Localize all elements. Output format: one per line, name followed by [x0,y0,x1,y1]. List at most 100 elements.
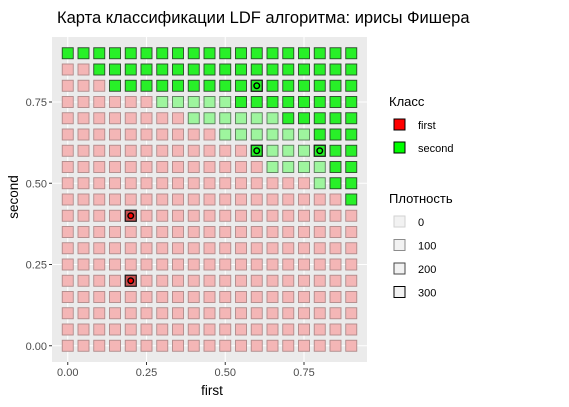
cell-first [187,161,200,173]
cell-first [203,242,216,255]
cell-first [124,161,137,173]
cell-first [109,274,121,287]
cell-second [329,161,342,173]
cell-second [345,193,358,206]
cell-first [187,209,200,222]
cell-first [77,128,90,141]
cell-first [61,274,74,287]
cell-second [156,63,169,76]
cell-second [235,63,247,76]
cell-first [124,193,137,206]
cell-first [93,96,106,108]
cell-first [250,307,263,320]
cell-first [172,161,184,173]
cell-second [77,47,90,60]
cell-second [203,112,216,125]
cell-first [250,177,263,190]
cell-second [329,96,342,108]
cell-first [187,274,200,287]
cell-first [140,112,153,125]
cell-first [172,258,184,271]
cell-first [313,226,326,238]
cell-second [298,144,310,157]
cell-second [345,161,358,173]
cell-first [61,144,74,157]
cell-first [345,339,358,352]
cell-first [156,291,169,303]
cell-first [109,339,121,352]
cell-first [345,307,358,320]
cell-second [282,128,295,141]
cell-first [140,96,153,108]
cell-second [266,161,279,173]
cell-second [282,47,295,60]
cell-first [313,274,326,287]
classification-cells [61,47,358,352]
cell-first [61,242,74,255]
cell-first [345,226,358,238]
cell-second [203,47,216,60]
cell-first [282,274,295,287]
cell-first [329,226,342,238]
cell-first [345,291,358,303]
cell-first [140,242,153,255]
cell-second [298,79,310,92]
cell-first [219,242,232,255]
cell-second [219,96,232,108]
cell-first [250,226,263,238]
cell-first [124,339,137,352]
cell-first [313,291,326,303]
cell-second [219,112,232,125]
x-tick-label: 0.25 [136,367,157,379]
cell-second [298,161,310,173]
cell-first [172,177,184,190]
cell-first [282,291,295,303]
cell-first [282,209,295,222]
cell-first [345,242,358,255]
density-legend-title: Плотность [389,191,453,206]
cell-first [235,291,247,303]
cell-first [298,209,310,222]
cell-first [156,177,169,190]
cell-first [61,96,74,108]
cell-second [266,63,279,76]
cell-first [172,193,184,206]
cell-first [313,242,326,255]
cell-second [250,63,263,76]
cell-second [124,63,137,76]
cell-second [266,144,279,157]
cell-first [266,307,279,320]
cell-first [77,63,90,76]
axes: 0.00 0.25 0.50 0.75 0.00 0.25 0.50 0.75 [26,97,315,379]
x-tick-label: 0.50 [215,367,236,379]
cell-first [124,177,137,190]
cell-first [313,193,326,206]
cell-second [250,128,263,141]
cell-first [266,242,279,255]
cell-second [329,63,342,76]
cell-second [235,79,247,92]
cell-first [124,323,137,336]
cell-first [109,307,121,320]
cell-first [77,291,90,303]
cell-first [282,307,295,320]
cell-first [156,226,169,238]
cell-first [61,226,74,238]
cell-first [298,177,310,190]
cell-first [61,323,74,336]
cell-first [77,79,90,92]
cell-first [250,161,263,173]
training-point-second [316,147,324,155]
cell-second [156,79,169,92]
cell-second [93,63,106,76]
cell-second [140,47,153,60]
cell-second [282,144,295,157]
class-legend-key-second [393,141,406,154]
cell-second [235,112,247,125]
cell-second [219,63,232,76]
cell-first [109,112,121,125]
density-legend-key [393,239,406,251]
cell-first [156,112,169,125]
cell-first [313,307,326,320]
